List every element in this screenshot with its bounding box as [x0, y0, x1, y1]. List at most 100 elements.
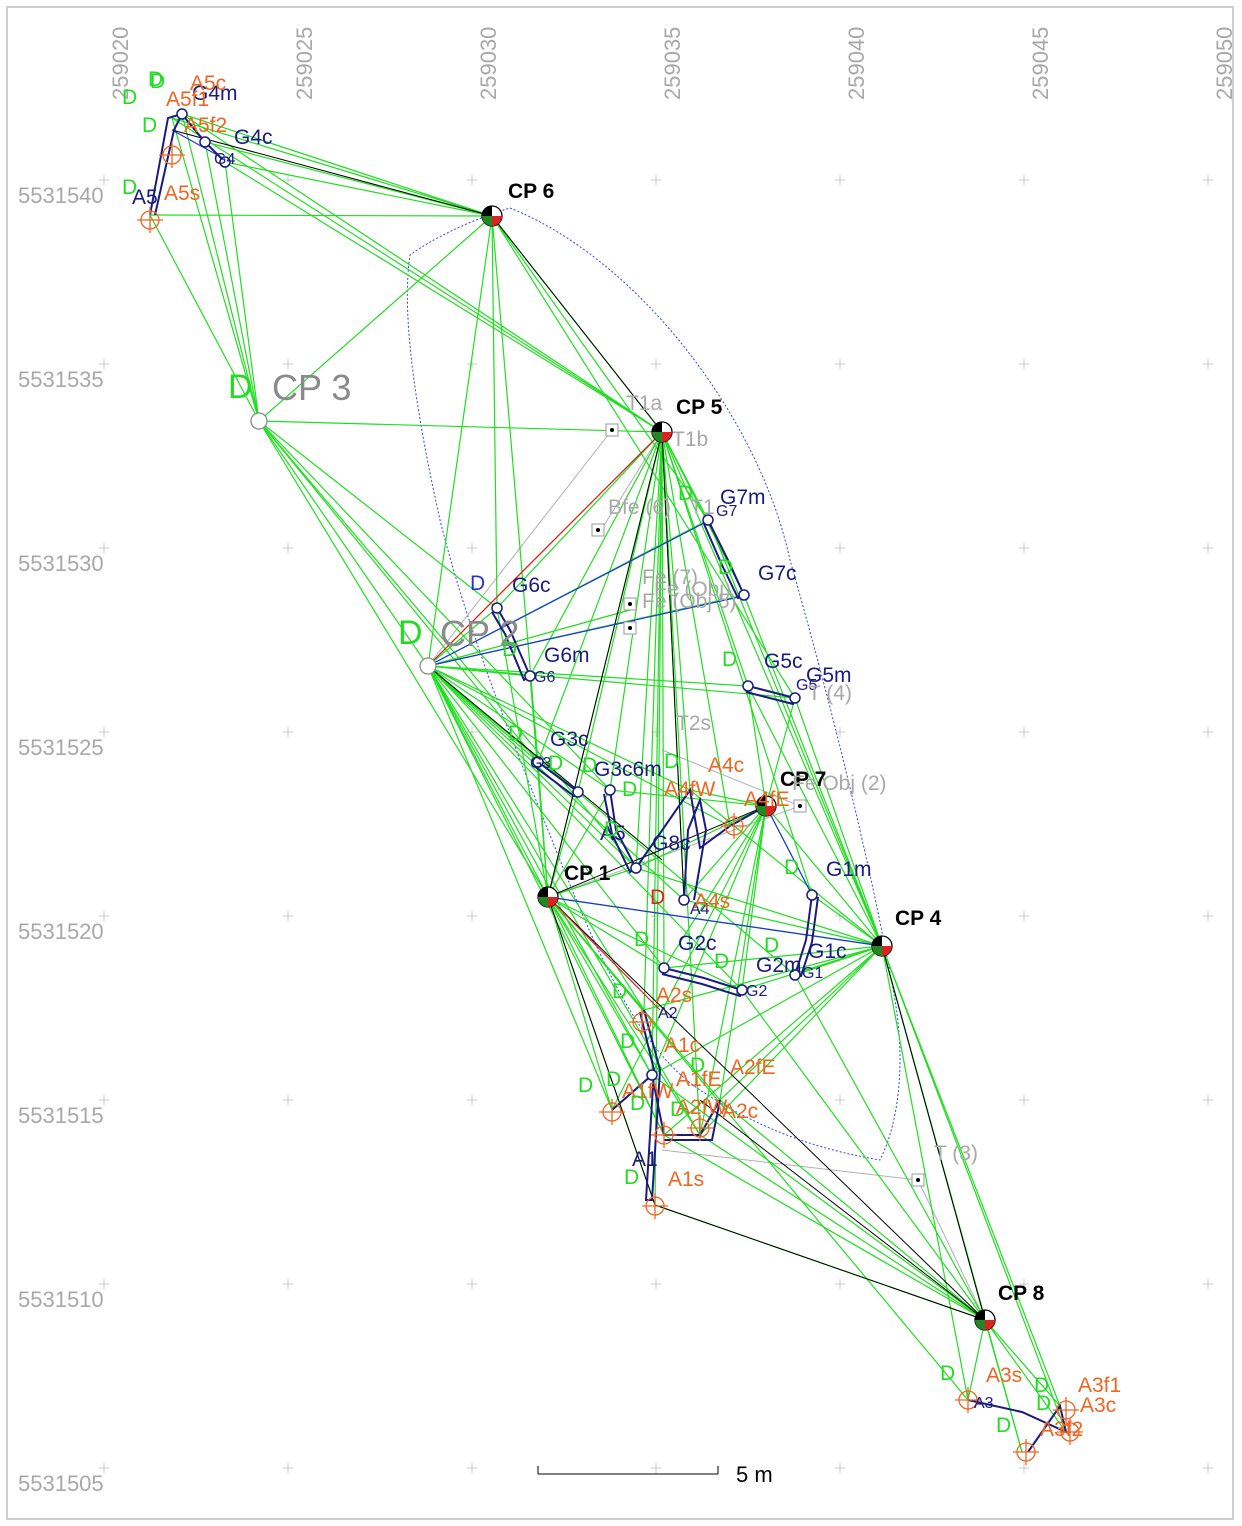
observation-line [181, 113, 493, 217]
observation-line [765, 805, 883, 947]
feature-ring [646, 1069, 658, 1081]
observation-line [258, 420, 498, 609]
observation-line [427, 665, 749, 687]
cp6-label: CP 6 [508, 180, 554, 203]
control-point-markers [481, 205, 996, 1331]
traverse-lines-black [171, 129, 986, 1321]
d-marker-cp3: D [228, 368, 253, 406]
label-g4: G4 [214, 151, 235, 168]
object-marker-dot [610, 428, 614, 432]
x-tick-259025: 259025 [292, 27, 317, 100]
observation-line [609, 431, 663, 791]
observation-line [427, 665, 549, 898]
label-g4c: G4c [234, 126, 273, 149]
observation-line [537, 431, 663, 763]
x-tick-259020: 259020 [108, 27, 133, 100]
observation-line [204, 141, 260, 422]
label-a5f1: A5f1 [166, 88, 209, 111]
observation-line [577, 431, 663, 793]
observation-line [427, 665, 613, 1111]
cp6-marker-quadrant [482, 216, 492, 226]
feature-ring [491, 602, 503, 614]
label-t1b: T1b [672, 428, 708, 451]
observation-line [741, 989, 986, 1321]
cp2-label: CP 2 [440, 613, 519, 654]
label-g7m: G7m [720, 486, 766, 509]
scale-bar [537, 1466, 719, 1475]
feature-ring [789, 692, 801, 704]
observation-line [547, 867, 637, 898]
d-marker: D [624, 1166, 639, 1189]
feature-ring [806, 889, 818, 901]
label-g6: G6 [534, 669, 555, 686]
cp4-marker-quadrant [872, 936, 882, 946]
feature-ring [572, 786, 584, 798]
cp4-marker-quadrant [882, 946, 892, 956]
observation-line [427, 609, 631, 667]
d-marker: D [122, 176, 137, 199]
d-marker: D [548, 752, 563, 775]
label-a3s: A3s [986, 1364, 1022, 1387]
control-point-labels: CP 6 CP 5 CP 7 CP 1 CP 4 CP 8 CP 3 CP 2 [272, 180, 1045, 1305]
observation-line [635, 431, 663, 869]
observation-line [689, 789, 883, 947]
d-marker: D [996, 1414, 1011, 1437]
cp3-label: CP 3 [272, 367, 351, 408]
label-a3f1: A3f1 [1078, 1374, 1121, 1397]
cp3-marker [250, 412, 268, 430]
feature-ring [658, 962, 670, 974]
cp5-marker-quadrant [662, 432, 672, 442]
d-marker: D [620, 1030, 635, 1053]
cp1-marker-quadrant [538, 887, 548, 897]
feature-ring [742, 680, 754, 692]
cp6-marker-quadrant [492, 216, 502, 226]
label-a3f2: A3f2 [1040, 1418, 1083, 1441]
cp5-marker-quadrant [652, 432, 662, 442]
observation-line [984, 1319, 1067, 1433]
label-a1: A1 [632, 1148, 658, 1171]
d-marker: D [502, 638, 517, 661]
observation-line [258, 420, 663, 433]
feature-ring [630, 862, 642, 874]
d-marker: D [148, 68, 163, 91]
x-tick-259050: 259050 [1212, 27, 1237, 100]
observation-line [661, 431, 813, 896]
orange-labels: A5c A5f1 A5f2 A5s A4c A4fW A4fE A4s A2s … [164, 72, 1121, 1441]
y-tick-5531510: 5531510 [18, 1287, 104, 1312]
observation-line [171, 117, 493, 217]
d-marker: D [508, 722, 523, 745]
observation-line [547, 896, 653, 1076]
label-g6c: G6c [512, 574, 551, 597]
observation-line [699, 805, 767, 1136]
d-marker: D [784, 856, 799, 879]
feature-ring [789, 969, 801, 981]
label-g7: G7 [716, 503, 737, 520]
label-a5b: A5 [600, 822, 626, 845]
label-t3: T (3) [934, 1142, 978, 1165]
label-a4s: A4s [694, 890, 730, 913]
observation-line [171, 117, 663, 433]
d-marker: D [578, 1074, 593, 1097]
label-g2m: G2m [756, 954, 802, 977]
cp1-marker-quadrant [538, 897, 548, 907]
label-a1fe: A1fE [676, 1068, 722, 1091]
observation-line [427, 665, 637, 869]
label-a2c: A2c [722, 1100, 758, 1123]
observation-line [811, 894, 883, 947]
label-g7c: G7c [758, 562, 797, 585]
y-tick-5531505: 5531505 [18, 1471, 104, 1496]
label-a1s: A1s [668, 1168, 704, 1191]
observation-line [707, 519, 883, 947]
observation-line [181, 113, 260, 422]
feature-ring [524, 670, 536, 682]
observation-lines-red [427, 431, 663, 1011]
navy-labels: G4m G4c G4 A5 G7m G7 G7c G6c G6m G6 G5c … [132, 82, 994, 1412]
observation-line [984, 1319, 1061, 1407]
label-g2c: G2c [678, 932, 717, 955]
d-marker: D [690, 1054, 705, 1077]
object-marker-dot [916, 1178, 920, 1182]
observation-line [427, 607, 498, 667]
d-marker: D [1034, 1374, 1049, 1397]
observation-line [204, 141, 493, 217]
d-marker: D [940, 1362, 955, 1385]
